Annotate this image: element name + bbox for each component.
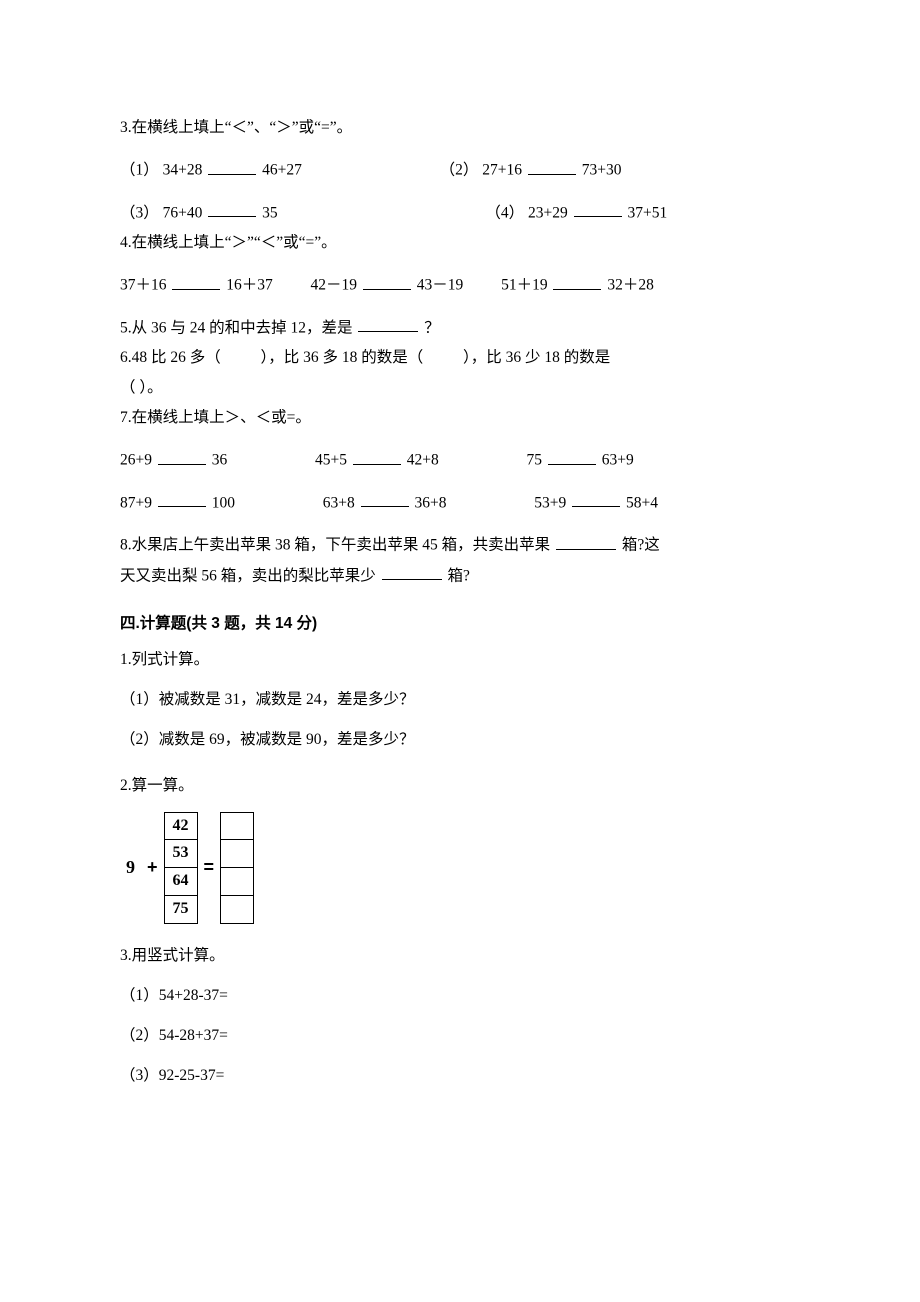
calc-in-2: 64: [164, 868, 198, 896]
q4-prompt: 4.在横线上填上“＞”“＜”或“=”。: [120, 231, 800, 255]
q3-blank-3[interactable]: [208, 201, 256, 218]
q7-l-12: 45+5: [315, 452, 347, 469]
q7-r-12: 42+8: [407, 452, 439, 469]
q4-blank-2[interactable]: [363, 273, 411, 290]
s4q3-item-3: （3）92-25-37=: [120, 1064, 800, 1088]
q4-blank-1[interactable]: [172, 273, 220, 290]
q5: 5.从 36 与 24 的和中去掉 12，差是 ？: [120, 316, 800, 341]
q8-unit2: 箱?: [448, 567, 470, 584]
calc-in-1: 53: [164, 840, 198, 868]
q7-l-11: 26+9: [120, 452, 152, 469]
q3-idx-1: （1）: [120, 162, 159, 179]
q7-l-13: 75: [527, 452, 543, 469]
q3-row2: （3） 76+40 35 （4） 23+29 37+51: [120, 201, 800, 226]
calc-plus: +: [147, 854, 158, 882]
section4-title: 四.计算题(共 3 题，共 14 分): [120, 612, 800, 636]
q6-line1: 6.48 比 26 多（ ），比 36 多 18 的数是（ ），比 36 少 1…: [120, 346, 800, 370]
q7-r-11: 36: [212, 452, 228, 469]
q8-blank2[interactable]: [382, 564, 442, 581]
q7-l-23: 53+9: [534, 494, 566, 511]
calc-in-0: 42: [164, 812, 198, 840]
q7-row2: 87+9 100 63+8 36+8 53+9 58+4: [120, 491, 800, 516]
q7-l-22: 63+8: [323, 494, 355, 511]
q3-left-1: 34+28: [163, 162, 203, 179]
q6-b-after: ），比 36 少 18 的数是: [463, 349, 610, 366]
calc-out-0[interactable]: [220, 812, 254, 840]
q4-left-3: 51＋19: [501, 277, 548, 294]
q3-idx-2: （2）: [440, 162, 479, 179]
q3-blank-1[interactable]: [208, 158, 256, 175]
s4q1-title: 1.列式计算。: [120, 648, 800, 672]
s4q2-diagram: 9 + 42 53 64 75 =: [120, 812, 800, 924]
q7-b-12[interactable]: [353, 448, 401, 465]
q3-right-2: 73+30: [582, 162, 622, 179]
q4-right-3: 32＋28: [607, 277, 654, 294]
q3-prompt: 3.在横线上填上“＜”、“＞”或“=”。: [120, 116, 800, 140]
q3-row1: （1） 34+28 46+27 （2） 27+16 73+30: [120, 158, 800, 183]
q6-line2: （ ）。: [120, 376, 800, 400]
q8-line1: 8.水果店上午卖出苹果 38 箱，下午卖出苹果 45 箱，共卖出苹果 箱?这: [120, 533, 800, 558]
calc-left-operand: 9: [126, 854, 135, 882]
q3-blank-2[interactable]: [528, 158, 576, 175]
q4-left-2: 42－19: [311, 277, 358, 294]
calc-output-col: [220, 812, 254, 924]
q3-right-3: 35: [262, 204, 278, 221]
q5-before: 5.从 36 与 24 的和中去掉 12，差是: [120, 319, 353, 336]
q7-b-23[interactable]: [572, 491, 620, 508]
q3-left-4: 23+29: [528, 204, 568, 221]
q3-idx-4: （4）: [485, 204, 524, 221]
s4q2-title: 2.算一算。: [120, 774, 800, 798]
q3-right-1: 46+27: [262, 162, 302, 179]
calc-out-2[interactable]: [220, 868, 254, 896]
q7-row1: 26+9 36 45+5 42+8 75 63+9: [120, 448, 800, 473]
s4q1-b: （2）减数是 69，被减数是 90，差是多少？: [120, 728, 800, 752]
q8-line2: 天又卖出梨 56 箱，卖出的梨比苹果少 箱?: [120, 564, 800, 589]
calc-eq: =: [204, 854, 215, 882]
q4-right-1: 16＋37: [226, 277, 273, 294]
q3-idx-3: （3）: [120, 204, 159, 221]
q6-a-before: 6.48 比 26 多（: [120, 349, 221, 366]
q3-left-2: 27+16: [482, 162, 522, 179]
q8-line2a: 天又卖出梨 56 箱，卖出的梨比苹果少: [120, 567, 376, 584]
q7-l-21: 87+9: [120, 494, 152, 511]
q7-r-22: 36+8: [415, 494, 447, 511]
q8-part1: 8.水果店上午卖出苹果 38 箱，下午卖出苹果 45 箱，共卖出苹果: [120, 537, 550, 554]
q8-unit1: 箱?这: [622, 537, 660, 554]
q6-a-after: ），比 36 多 18 的数是（: [261, 349, 424, 366]
q7-b-21[interactable]: [158, 491, 206, 508]
q7-r-21: 100: [212, 494, 235, 511]
q7-prompt: 7.在横线上填上＞、＜或=。: [120, 406, 800, 430]
q4-row: 37＋16 16＋37 42－19 43－19 51＋19 32＋28: [120, 273, 800, 298]
q4-right-2: 43－19: [417, 277, 464, 294]
calc-input-col: 42 53 64 75: [164, 812, 198, 924]
q5-blank[interactable]: [358, 316, 418, 333]
s4q3-title: 3.用竖式计算。: [120, 944, 800, 968]
q3-left-3: 76+40: [163, 204, 203, 221]
page: 3.在横线上填上“＜”、“＞”或“=”。 （1） 34+28 46+27 （2）…: [0, 0, 920, 1302]
q3-right-4: 37+51: [628, 204, 668, 221]
q7-b-13[interactable]: [548, 448, 596, 465]
s4q1-a: （1）被减数是 31，减数是 24，差是多少？: [120, 688, 800, 712]
calc-out-1[interactable]: [220, 840, 254, 868]
q3-blank-4[interactable]: [574, 201, 622, 218]
q7-b-11[interactable]: [158, 448, 206, 465]
q8-blank1[interactable]: [556, 533, 616, 550]
s4q3-item-1: （1）54+28-37=: [120, 984, 800, 1008]
q4-blank-3[interactable]: [553, 273, 601, 290]
s4q3-item-2: （2）54-28+37=: [120, 1024, 800, 1048]
calc-in-3: 75: [164, 896, 198, 924]
calc-out-3[interactable]: [220, 896, 254, 924]
q4-left-1: 37＋16: [120, 277, 167, 294]
q5-after: ？: [424, 319, 440, 336]
q7-b-22[interactable]: [361, 491, 409, 508]
q7-r-13: 63+9: [602, 452, 634, 469]
q7-r-23: 58+4: [626, 494, 658, 511]
